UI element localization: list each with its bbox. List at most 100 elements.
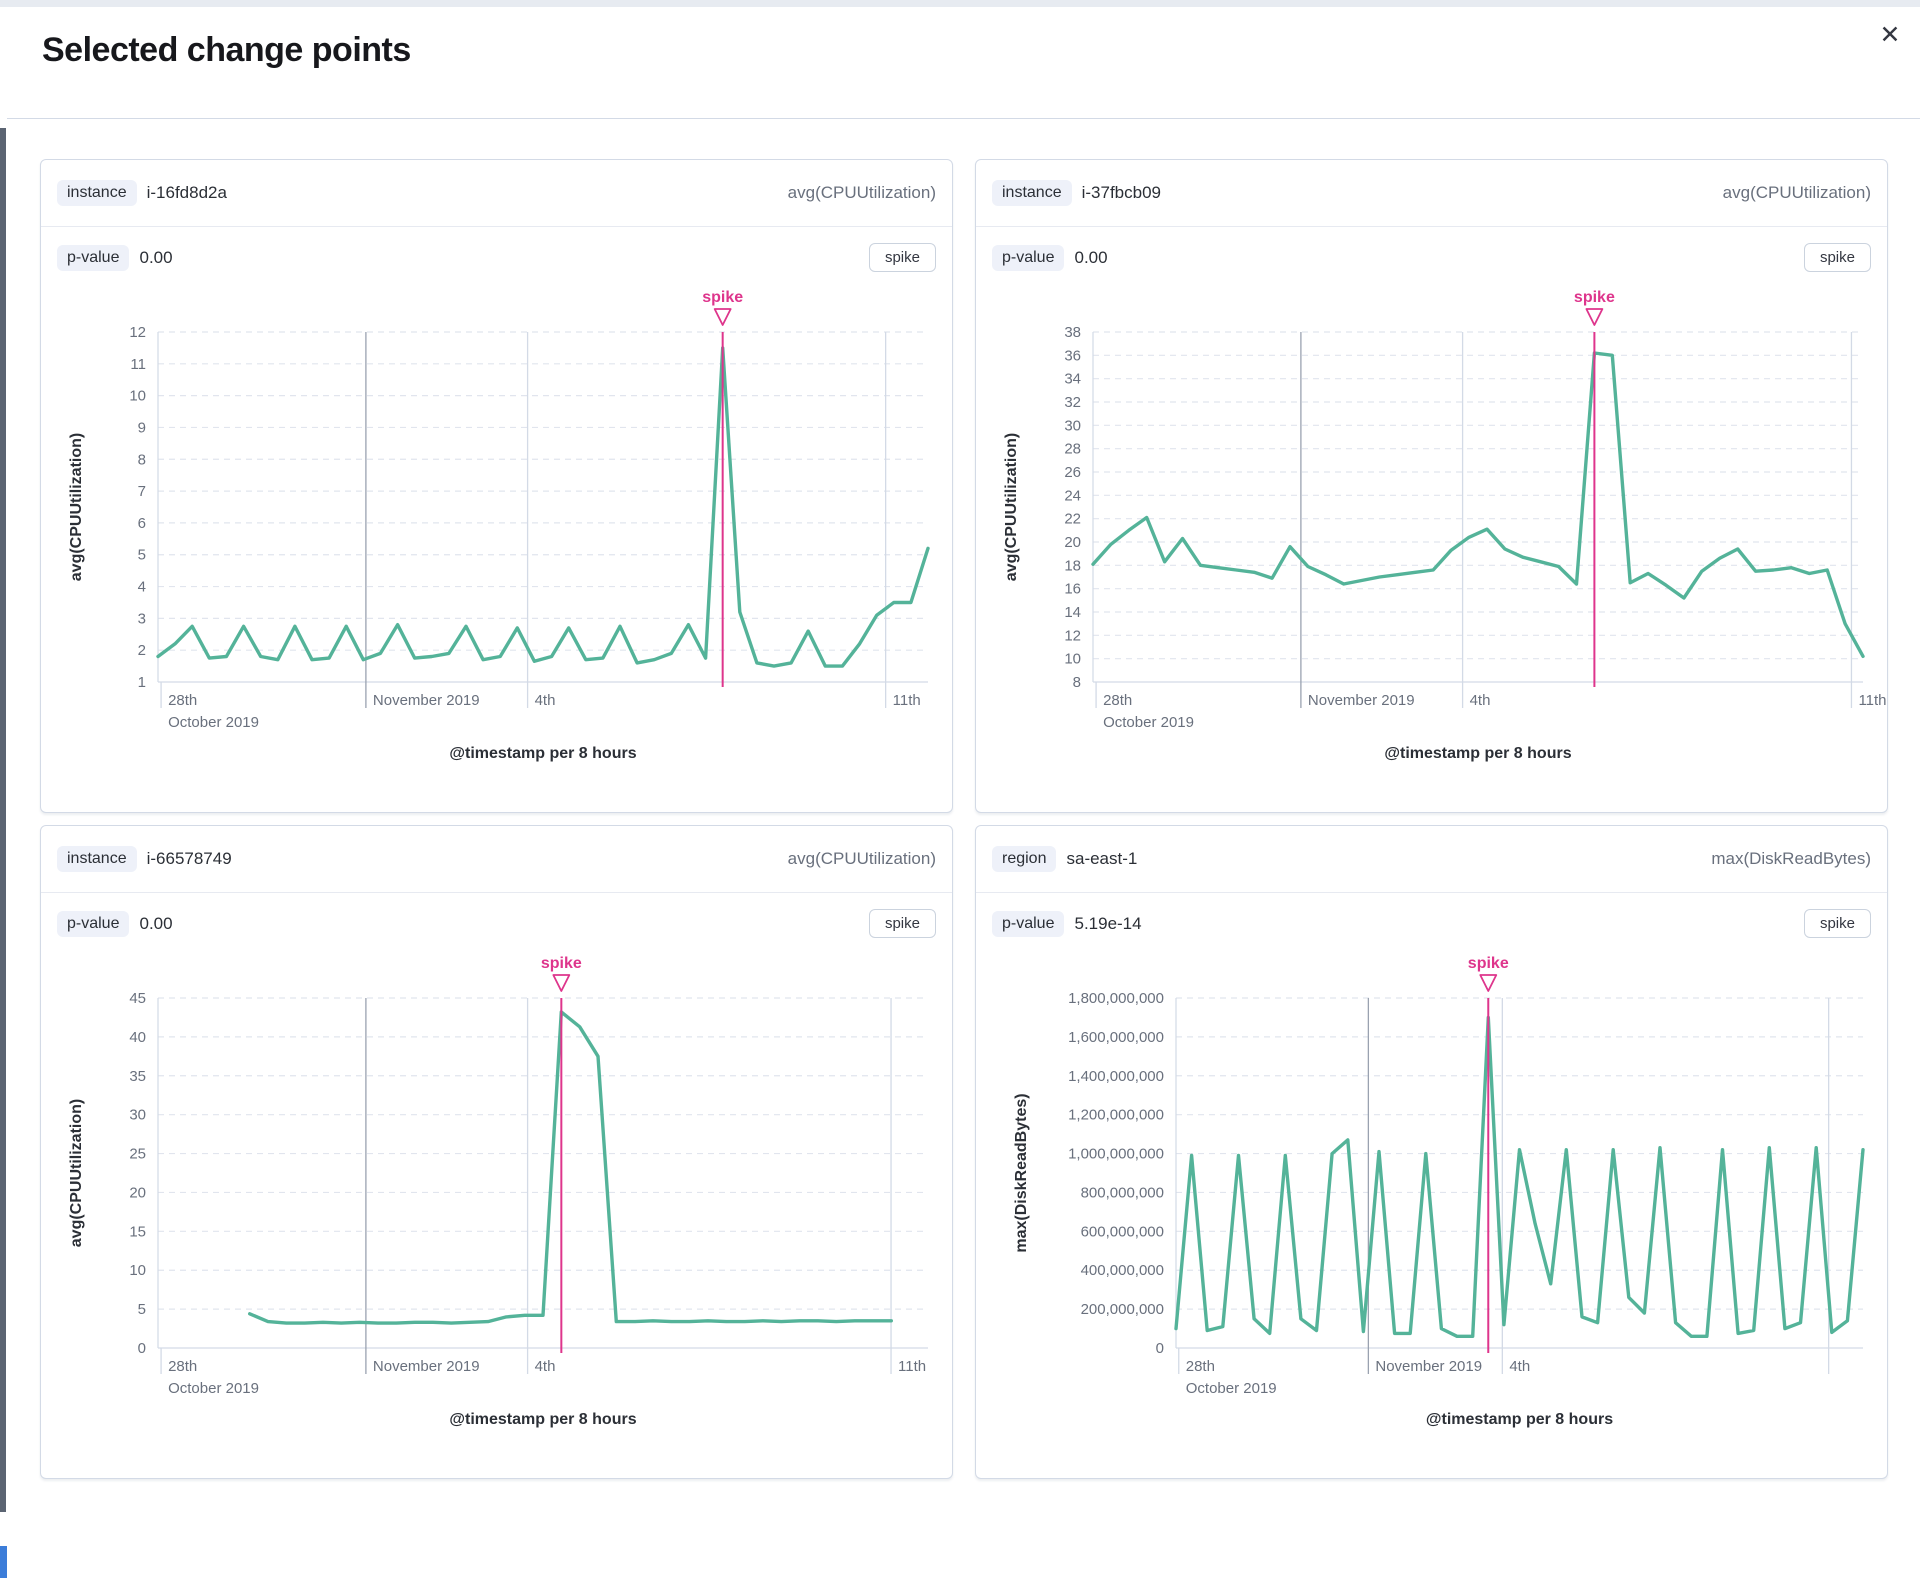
series-line [156,346,930,668]
svg-text:28th: 28th [1186,1358,1215,1375]
x-axis-title: @timestamp per 8 hours [1384,745,1571,762]
x-gridlines [1095,332,1853,708]
background-page-blue-edge [0,1546,9,1578]
y-axis-title: avg(CPUUtilization) [68,1099,85,1247]
p-value-row: p-value 5.19e-14 spike [976,893,1887,938]
p-value-row: p-value 0.00 spike [41,893,952,938]
change-point-card: instance i-37fbcb09 avg(CPUUtilization) … [975,159,1888,813]
p-value-badge: p-value [992,244,1065,271]
svg-text:November 2019: November 2019 [373,692,480,709]
change-point-cards-grid: instance i-16fd8d2a avg(CPUUtilization) … [7,119,1920,1479]
p-value-row: p-value 0.00 spike [976,227,1887,272]
change-point-chart: 0 5 10 15 20 25 30 35 40 45 28th October 2019 Novemb… [68,955,928,1428]
card-header: instance i-66578749 avg(CPUUtilization) [41,826,952,893]
modal-header: Selected change points ✕ [7,7,1920,119]
svg-text:November 2019: November 2019 [1308,692,1415,709]
metric-label: max(DiskReadBytes) [1711,849,1871,868]
svg-text:4: 4 [138,579,146,596]
svg-text:32: 32 [1064,394,1081,411]
x-gridlines [160,998,892,1374]
p-value: 0.00 [139,247,173,267]
svg-text:16: 16 [1064,581,1081,598]
svg-text:3: 3 [138,610,146,627]
spike-annotation: spike [702,289,743,687]
p-value: 0.00 [139,913,173,933]
card-header: region sa-east-1 max(DiskReadBytes) [976,826,1887,893]
svg-text:4th: 4th [535,1358,556,1375]
spike-filter-button[interactable]: spike [868,243,936,272]
page-title: Selected change points [42,31,411,69]
svg-text:October 2019: October 2019 [1103,714,1194,731]
svg-text:7: 7 [138,483,146,500]
svg-text:spike: spike [1468,955,1509,972]
svg-text:0: 0 [138,1340,146,1357]
svg-text:5: 5 [138,547,146,564]
svg-text:8: 8 [138,451,146,468]
series-line [248,1010,893,1325]
x-axis-title: @timestamp per 8 hours [449,745,636,762]
svg-text:2: 2 [138,642,146,659]
svg-text:11th: 11th [1858,692,1886,709]
spike-filter-button[interactable]: spike [868,909,936,938]
svg-text:1,800,000,000: 1,800,000,000 [1068,990,1164,1007]
svg-text:11th: 11th [893,692,921,709]
metric-label: avg(CPUUtilization) [1722,183,1871,202]
y-gridlines [157,331,928,683]
y-gridlines [1175,997,1863,1349]
svg-text:15: 15 [129,1223,146,1240]
change-point-chart: 8 10 12 14 16 18 20 22 24 26 28 30 32 34 36 38 28th Octob… [1003,289,1887,762]
card-header: instance i-37fbcb09 avg(CPUUtilization) [976,160,1887,227]
svg-text:36: 36 [1064,347,1081,364]
svg-text:34: 34 [1064,371,1081,388]
x-gridlines [160,332,887,708]
field-value: i-37fbcb09 [1081,183,1161,202]
svg-text:1: 1 [138,674,146,691]
svg-text:200,000,000: 200,000,000 [1081,1301,1164,1318]
svg-text:28: 28 [1064,441,1081,458]
svg-text:October 2019: October 2019 [1186,1380,1277,1397]
y-axis-title: max(DiskReadBytes) [1013,1093,1030,1252]
svg-text:1,400,000,000: 1,400,000,000 [1068,1068,1164,1085]
x-axis-title: @timestamp per 8 hours [449,1411,636,1428]
svg-text:20: 20 [1064,534,1081,551]
spike-filter-button[interactable]: spike [1803,909,1871,938]
change-point-card: instance i-16fd8d2a avg(CPUUtilization) … [40,159,953,813]
x-axis-title: @timestamp per 8 hours [1426,1411,1613,1428]
y-axis-title: avg(CPUUtilization) [1003,433,1020,581]
svg-text:10: 10 [129,388,146,405]
svg-text:14: 14 [1064,604,1081,621]
series-line [1091,351,1865,658]
svg-text:10: 10 [1064,651,1081,668]
spike-annotation: spike [541,955,582,1353]
svg-text:28th: 28th [168,692,197,709]
svg-text:600,000,000: 600,000,000 [1081,1223,1164,1240]
change-point-chart: 0 200,000,000 400,000,000 600,000,000 800,00… [1013,955,1865,1428]
svg-text:18: 18 [1064,557,1081,574]
svg-text:1,600,000,000: 1,600,000,000 [1068,1029,1164,1046]
svg-text:6: 6 [138,515,146,532]
svg-text:800,000,000: 800,000,000 [1081,1184,1164,1201]
svg-text:24: 24 [1064,487,1081,504]
svg-text:11th: 11th [898,1358,926,1375]
svg-text:October 2019: October 2019 [168,714,259,731]
svg-text:spike: spike [1574,289,1615,306]
svg-text:400,000,000: 400,000,000 [1081,1262,1164,1279]
svg-text:35: 35 [129,1068,146,1085]
spike-marker-icon [552,974,571,992]
close-icon[interactable]: ✕ [1870,15,1910,55]
y-gridlines [1092,331,1863,683]
spike-marker-icon [1585,308,1604,326]
svg-text:26: 26 [1064,464,1081,481]
spike-filter-button[interactable]: spike [1803,243,1871,272]
svg-text:45: 45 [129,990,146,1007]
series-line [1174,1015,1865,1338]
svg-text:22: 22 [1064,511,1081,528]
svg-text:12: 12 [129,324,146,341]
field-name-badge: instance [992,180,1072,206]
spike-marker-icon [1479,974,1498,992]
background-page-top-edge [0,0,1920,7]
spike-annotation: spike [1468,955,1509,1353]
svg-text:4th: 4th [535,692,556,709]
